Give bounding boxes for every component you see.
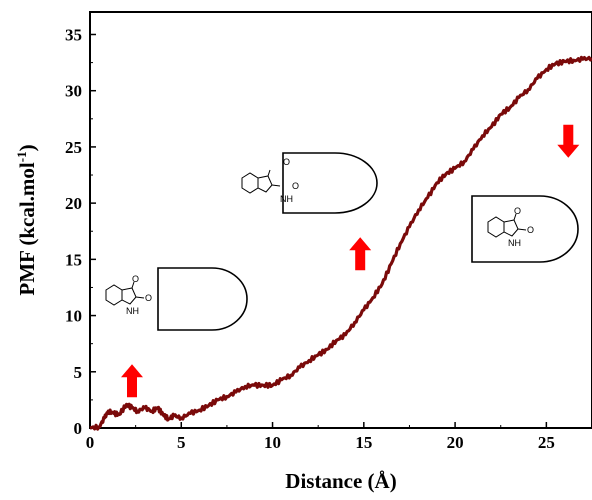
pmf-series-line: [89, 55, 592, 431]
x-tick-label: 5: [177, 433, 186, 452]
oxygen-label: O: [527, 225, 534, 235]
x-tick-label: 20: [447, 433, 464, 452]
cavity-outline: [471, 195, 579, 263]
y-tick-label: 10: [65, 307, 82, 326]
x-tick-label: 0: [86, 433, 95, 452]
y-axis-title-sup: -1: [14, 151, 29, 162]
y-axis-title-main: PMF (kcal.mol: [15, 162, 39, 296]
nh-label: NH: [280, 194, 293, 204]
y-tick-label: 20: [65, 194, 82, 213]
y-tick-label: 15: [65, 250, 82, 269]
oxygen-label: O: [514, 206, 521, 216]
y-tick-label: 25: [65, 138, 82, 157]
y-axis-title: PMF (kcal.mol-1): [14, 144, 39, 295]
up-arrow-icon: [121, 364, 143, 398]
x-axis-title: Distance (Å): [285, 469, 396, 493]
oxygen-label: O: [145, 293, 152, 303]
plot-frame: [89, 11, 592, 429]
nh-label: NH: [126, 306, 139, 316]
up-arrow-icon: [349, 237, 372, 271]
y-tick-label: 0: [74, 419, 83, 438]
cavity-outline: [157, 267, 248, 331]
nh-label: NH: [508, 238, 521, 248]
axis-tick-labels: 0 5 10 15 20 25 0 5 10 15 20 25 30 35: [65, 25, 555, 452]
y-tick-label: 30: [65, 82, 82, 101]
isatin-molecule-icon: O O NH: [241, 157, 299, 204]
oxygen-label: O: [283, 157, 290, 167]
oxygen-label: O: [132, 274, 139, 284]
cavity-outline: [282, 152, 378, 214]
isatin-molecule-icon: O O NH: [105, 274, 152, 316]
cavity-illustration-3: O O NH: [471, 195, 579, 263]
arrow-annotations: [121, 124, 580, 398]
cavity-illustration-1: O O NH: [105, 267, 248, 331]
oxygen-label: O: [292, 181, 299, 191]
y-axis-title-close: ): [15, 144, 39, 151]
y-tick-label: 5: [74, 363, 83, 382]
cavity-illustration-2: O O NH: [241, 152, 378, 214]
y-tick-label: 35: [65, 25, 82, 44]
isatin-molecule-icon: O O NH: [487, 206, 534, 248]
x-tick-label: 25: [538, 433, 555, 452]
x-tick-label: 15: [355, 433, 372, 452]
x-tick-label: 10: [264, 433, 281, 452]
series-group: [89, 55, 592, 431]
down-arrow-icon: [557, 124, 580, 158]
